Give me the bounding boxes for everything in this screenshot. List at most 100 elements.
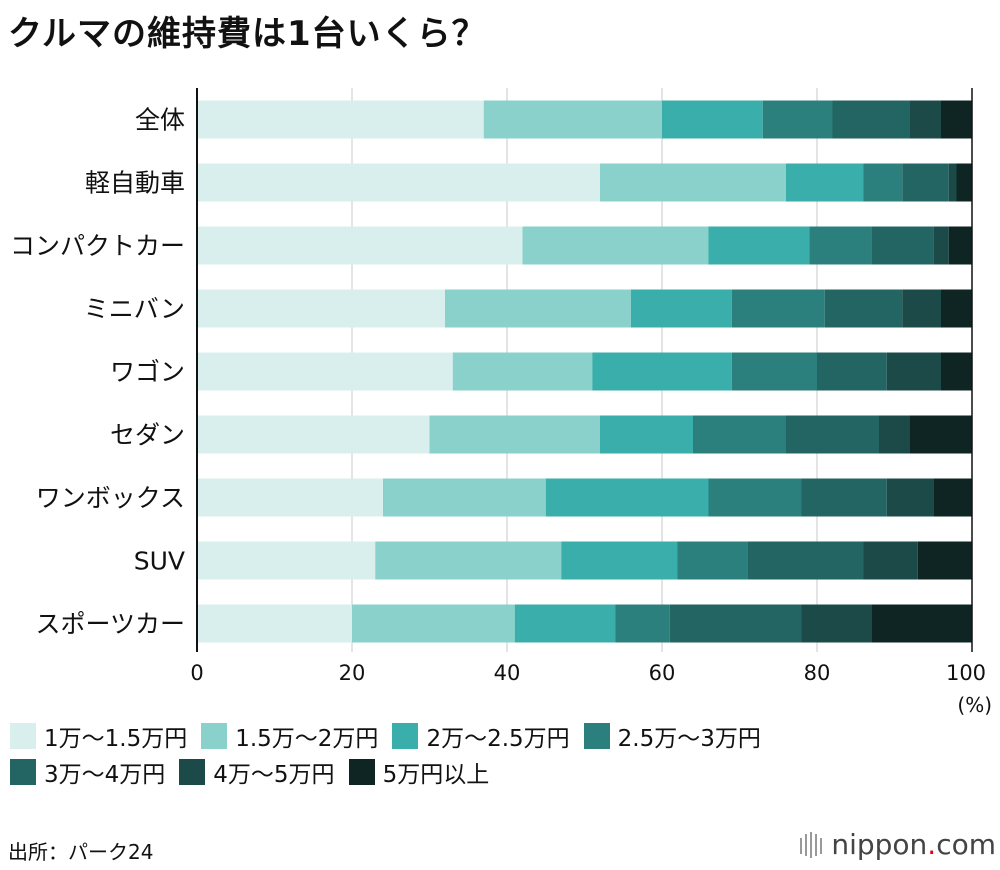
logo-bars-icon [800, 831, 823, 858]
bar-segment [197, 352, 453, 391]
chart-title: クルマの維持費は1台いくら？ [8, 14, 487, 54]
bar-segment [801, 478, 887, 517]
logo-prefix: nippon [831, 828, 928, 861]
bar-segment [615, 604, 670, 643]
category-label: 軽自動車 [85, 169, 185, 198]
bar-segment [832, 100, 910, 139]
bar-segment [786, 163, 864, 202]
legend-item: 2.5万～3万円 [583, 719, 761, 753]
legend-label: 1.5万～2万円 [235, 726, 379, 752]
category-label: セダン [110, 421, 185, 450]
bar-segment [948, 163, 957, 202]
bar-segment [871, 226, 934, 265]
bar-segment [483, 100, 662, 139]
legend-swatch [348, 759, 375, 785]
x-tick-label: 40 [494, 661, 521, 685]
bar-segment [879, 415, 910, 454]
bar-segment [708, 226, 810, 265]
legend-swatch [10, 759, 36, 785]
bar-segment [871, 604, 972, 643]
legend-item: 3万～4万円 [10, 755, 165, 789]
bar-segment [941, 289, 972, 328]
x-tick-label: 20 [339, 661, 366, 685]
category-label: ワゴン [110, 358, 185, 387]
category-label: ミニバン [84, 295, 185, 324]
bar-segment [600, 415, 693, 454]
category-label: コンパクトカー [10, 232, 185, 261]
bar-segment [197, 478, 383, 517]
bar-segment [817, 352, 887, 391]
bar-segment [886, 478, 934, 517]
bar-segment [786, 415, 879, 454]
bar-segment [910, 100, 941, 139]
x-tick-label: 60 [649, 661, 676, 685]
category-label: スポーツカー [35, 610, 185, 639]
bar-segment [933, 478, 972, 517]
legend-label: 1万～1.5万円 [44, 726, 188, 752]
bar-segment [677, 541, 748, 580]
bar-segment [863, 163, 903, 202]
bar-segment [933, 226, 949, 265]
logo-suffix: com [936, 828, 996, 861]
x-unit-label: (%) [957, 693, 992, 717]
bar-segment [708, 478, 802, 517]
bar-segment [863, 541, 918, 580]
bar-segment [352, 604, 515, 643]
legend-item: 1万～1.5万円 [10, 719, 187, 753]
bar-segment [902, 289, 941, 328]
bar-segment [197, 163, 600, 202]
legend-label: 3万～4万円 [44, 762, 166, 788]
legend-label: 5万円以上 [382, 762, 490, 788]
legend-item: 2万～2.5万円 [392, 719, 570, 753]
bar-segment [561, 541, 678, 580]
bar-segment [762, 100, 833, 139]
legend-item: 5万円以上 [348, 755, 490, 789]
bar-segment [917, 541, 972, 580]
bar-segment [731, 352, 817, 391]
legend-swatch [201, 723, 228, 749]
bar-segment [600, 163, 786, 202]
bar-segment [631, 289, 732, 328]
bar-segment [197, 100, 484, 139]
bar-segment [592, 352, 732, 391]
legend-row: 3万～4万円 4万～5万円 5万円以上 [10, 754, 970, 790]
bar-segment [747, 541, 864, 580]
category-label: ワンボックス [36, 484, 185, 513]
bar-segment [941, 352, 972, 391]
x-tick-label: 0 [190, 661, 203, 685]
legend-swatch [179, 759, 206, 785]
nippon-com-logo: nippon. com [799, 828, 996, 861]
bar-segment [948, 226, 972, 265]
bar-segment [197, 226, 523, 265]
bar-segment [452, 352, 593, 391]
bar-segment [197, 415, 430, 454]
bar-segment [545, 478, 709, 517]
bar-segment [383, 478, 546, 517]
bar-segment [669, 604, 802, 643]
bar-segment [197, 541, 376, 580]
bar-segment [514, 604, 616, 643]
bar-segment [522, 226, 709, 265]
legend-row: 1万～1.5万円 1.5万～2万円 2万～2.5万円 2.5万～3万円 [10, 718, 970, 754]
legend-swatch [392, 723, 419, 749]
x-tick-label: 100 [946, 661, 986, 685]
bar-segment [375, 541, 562, 580]
x-tick-label: 80 [804, 661, 831, 685]
legend: 1万～1.5万円 1.5万～2万円 2万～2.5万円 2.5万～3万円 3万～4… [10, 718, 970, 790]
bar-segment [956, 163, 972, 202]
bar-segment [886, 352, 941, 391]
bar-segment [662, 100, 763, 139]
bar-segment [801, 604, 872, 643]
legend-label: 4万～5万円 [213, 762, 335, 788]
bar-segment [941, 100, 972, 139]
bar-segment [693, 415, 786, 454]
legend-label: 2.5万～3万円 [617, 726, 761, 752]
source-note: 出所：パーク24 [8, 840, 154, 864]
bar-segment [197, 604, 352, 643]
bar-segment [809, 226, 872, 265]
bar-segment [910, 415, 972, 454]
bar-segment [902, 163, 949, 202]
category-label: 全体 [135, 106, 185, 135]
legend-item: 1.5万～2万円 [201, 719, 378, 753]
